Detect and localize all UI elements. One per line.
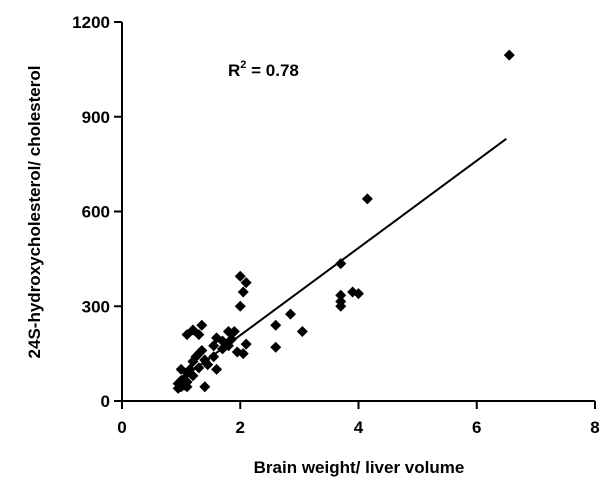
- data-point: [193, 329, 205, 341]
- data-point: [335, 300, 347, 312]
- data-point: [172, 382, 184, 394]
- data-point: [181, 329, 193, 341]
- y-tick-label: 300: [82, 297, 110, 316]
- data-point: [270, 319, 282, 331]
- x-axis-title: Brain weight/ liver volume: [254, 458, 465, 477]
- data-point: [181, 381, 193, 393]
- r2-prefix: R: [228, 61, 240, 80]
- data-point: [231, 346, 243, 358]
- data-point: [196, 319, 208, 331]
- x-tick-label: 8: [590, 418, 599, 437]
- data-points: [172, 49, 515, 394]
- data-point: [217, 335, 229, 347]
- r2-exponent: 2: [240, 59, 246, 71]
- data-point: [234, 270, 246, 282]
- x-tick-label: 0: [117, 418, 126, 437]
- data-point: [234, 300, 246, 312]
- y-ticks: 0 300 600 900 1200: [72, 13, 122, 411]
- data-point: [296, 326, 308, 338]
- y-axis-title: 24S-hydroxycholesterol/ cholesterol: [25, 66, 44, 359]
- x-tick-label: 4: [354, 418, 364, 437]
- data-point: [187, 370, 199, 382]
- data-point: [361, 193, 373, 205]
- axes: [121, 22, 595, 402]
- data-point: [237, 286, 249, 298]
- data-point: [217, 343, 229, 355]
- data-point: [202, 359, 214, 371]
- y-tick-label: 0: [101, 392, 110, 411]
- data-point: [285, 308, 297, 320]
- data-point: [193, 362, 205, 374]
- x-tick-label: 2: [236, 418, 245, 437]
- x-tick-label: 6: [472, 418, 481, 437]
- data-point: [211, 363, 223, 375]
- data-point: [240, 338, 252, 350]
- data-point: [199, 381, 211, 393]
- data-point: [335, 289, 347, 301]
- r2-value: = 0.78: [246, 61, 298, 80]
- data-point: [208, 351, 220, 363]
- y-tick-label: 900: [82, 108, 110, 127]
- y-tick-label: 1200: [72, 13, 110, 32]
- data-point: [503, 49, 515, 61]
- y-tick-label: 600: [82, 203, 110, 222]
- data-point: [175, 363, 187, 375]
- data-point: [335, 258, 347, 270]
- x-ticks: 0 2 4 6 8: [117, 401, 600, 437]
- r-squared-annotation: R2 = 0.78: [228, 59, 299, 80]
- data-point: [270, 341, 282, 353]
- data-point: [353, 288, 364, 300]
- data-point: [208, 340, 220, 352]
- data-point: [240, 277, 252, 289]
